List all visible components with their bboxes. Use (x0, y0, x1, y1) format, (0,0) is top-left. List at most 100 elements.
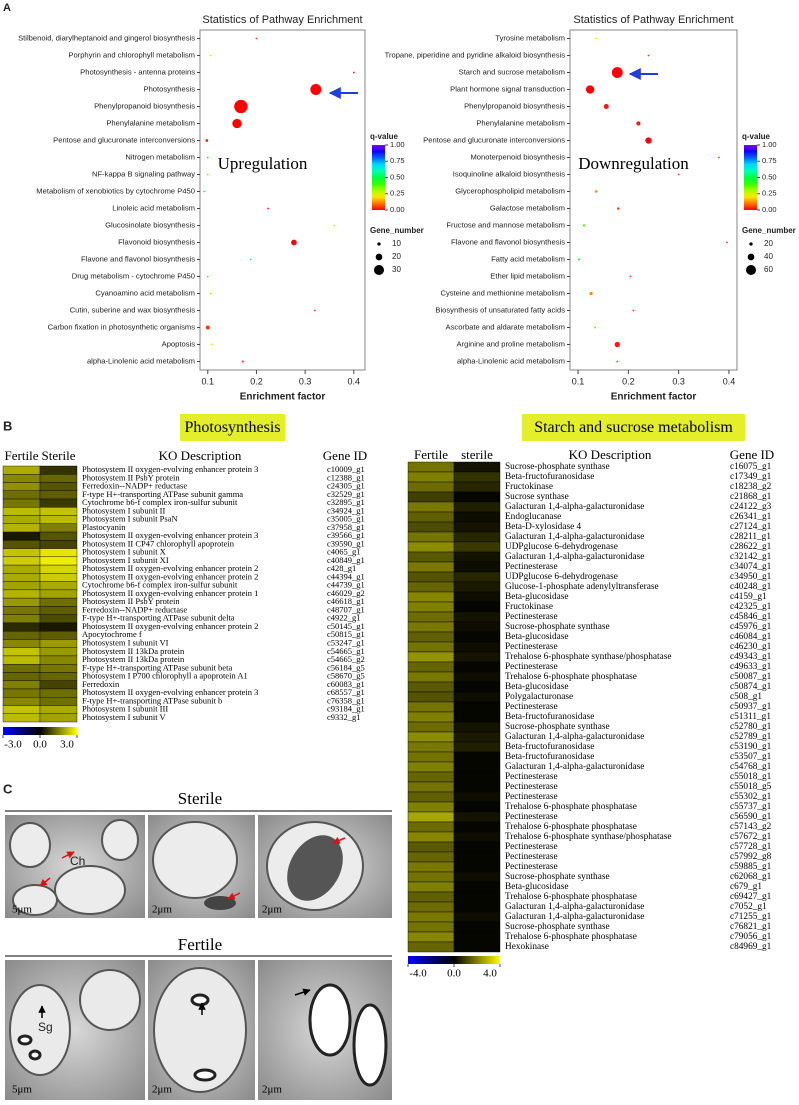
scale-label: 5μm (12, 904, 32, 916)
ko-description: F-type H+-transporting ATPase subunit de… (82, 613, 235, 623)
bubble (645, 137, 652, 144)
scale-label: 2μm (262, 904, 282, 916)
heat-cell (453, 851, 501, 863)
gene-id: c4922_g1 (327, 613, 361, 623)
column-header: sterile (461, 447, 493, 462)
ko-description: Photosystem II CP47 chlorophyll apoprote… (82, 538, 235, 548)
heat-cell (453, 751, 501, 763)
color-tick-label: -3.0 (4, 739, 22, 751)
ko-description: Fructokinase (505, 482, 553, 492)
heat-cell (2, 597, 41, 607)
heat-cell (39, 498, 78, 508)
heat-cell (453, 561, 501, 573)
heat-cell (453, 791, 501, 803)
color-bar (372, 145, 385, 210)
chart-title: Statistics of Pathway Enrichment (202, 14, 362, 26)
bubble (594, 190, 598, 193)
heat-cell (407, 751, 455, 763)
y-tick-label: Cutin, suberine and wax biosynthesis (70, 306, 196, 315)
bubble (205, 325, 210, 330)
heat-cell (39, 663, 78, 673)
heat-cell (407, 591, 455, 603)
heat-cell (39, 490, 78, 500)
gene-id: c54665_g2 (327, 654, 365, 664)
ko-description: Pectinesterase (505, 642, 558, 652)
heat-cell (39, 465, 78, 475)
gene-id: c12388_g1 (327, 472, 365, 482)
arrow (332, 836, 346, 844)
ko-description: Ferredoxin (82, 679, 120, 689)
heatmap-title: Photosynthesis (184, 419, 280, 436)
y-tick-label: Cyanoamino acid metabolism (95, 289, 195, 298)
ko-description: Pectinesterase (505, 562, 558, 572)
heat-cell (407, 631, 455, 643)
heat-cell (39, 697, 78, 706)
y-tick-label: Cysteine and methionine metabolism (440, 289, 565, 298)
heat-cell (407, 481, 455, 493)
bubble (726, 241, 728, 244)
bubble (205, 139, 209, 142)
bubble (636, 121, 641, 126)
heat-cell (453, 891, 501, 903)
heat-cell (39, 639, 78, 648)
ko-description: Photosystem II PsbY protein (82, 596, 180, 606)
ko-description: F-type H+-transporting ATPase subunit be… (82, 662, 232, 672)
heat-cell (453, 871, 501, 883)
gene-id: c56590_g1 (730, 812, 772, 822)
heat-cell (453, 531, 501, 543)
ko-description: Photosystem II PsbY protein (82, 472, 180, 482)
heat-cell (453, 801, 501, 813)
gene-id: c46029_g2 (327, 588, 365, 598)
column-header: KO Description (159, 448, 242, 463)
y-tick-label: Tyrosine metabolism (495, 34, 565, 43)
gene-id: c9332_g1 (327, 712, 361, 722)
heat-cell (407, 671, 455, 683)
heat-cell (453, 781, 501, 793)
chloroplast (204, 896, 236, 910)
y-tick-label: Plant hormone signal transduction (450, 85, 565, 94)
heat-cell (39, 515, 78, 525)
gene-id: c57143_g2 (730, 822, 772, 832)
bubble (603, 104, 609, 109)
gene-id: c46618_g1 (327, 596, 365, 606)
bubble (206, 173, 209, 176)
ko-description: Photosystem II oxygen-evolving enhancer … (82, 687, 258, 697)
heat-cell (453, 811, 501, 823)
ko-description: Pectinesterase (505, 782, 558, 792)
cells (9, 967, 247, 1093)
x-tick-label: 0.4 (348, 376, 361, 386)
heat-cell (39, 597, 78, 607)
heat-cell (453, 721, 501, 733)
heat-cell (2, 606, 41, 615)
color-tick-label: 0.00 (762, 205, 777, 214)
ko-description: Cytochrome b6-f complex iron-sulfur subu… (82, 580, 238, 590)
column-header: Sterile (42, 448, 76, 463)
ko-description: Photosystem I subunit V (82, 712, 167, 722)
bubble (206, 156, 209, 159)
ko-description: Photosystem I subunit XI (82, 555, 169, 565)
panel-label: C (3, 781, 13, 796)
color-legend-title: q-value (370, 132, 399, 141)
heat-cell (407, 601, 455, 613)
heat-cell (39, 614, 78, 624)
bubble (202, 190, 205, 193)
gene-id: c10009_g1 (327, 464, 365, 474)
heat-cell (407, 701, 455, 713)
bubble (210, 343, 213, 346)
gene-id: c55018_g5 (730, 782, 772, 792)
gene-id: c28211_g1 (730, 532, 771, 542)
heat-cell (453, 611, 501, 623)
bubble (614, 341, 620, 348)
heat-cell (39, 672, 78, 681)
size-legend-dot (375, 253, 383, 261)
y-tick-label: Isoquinoline alkaloid biosynthesis (453, 170, 565, 179)
ko-description: Trehalose 6-phosphate phosphatase (505, 822, 637, 832)
gene-id: c508_g1 (730, 692, 762, 702)
y-tick-label: Phenylpropanoid biosynthesis (94, 102, 195, 111)
heat-cell (39, 556, 78, 566)
gene-id: c34950_g1 (730, 572, 772, 582)
heat-cell (407, 741, 455, 753)
heat-cell (407, 561, 455, 573)
y-tick-label: Fructose and mannose metabolism (446, 221, 565, 230)
gene-id: c42325_g1 (730, 602, 772, 612)
